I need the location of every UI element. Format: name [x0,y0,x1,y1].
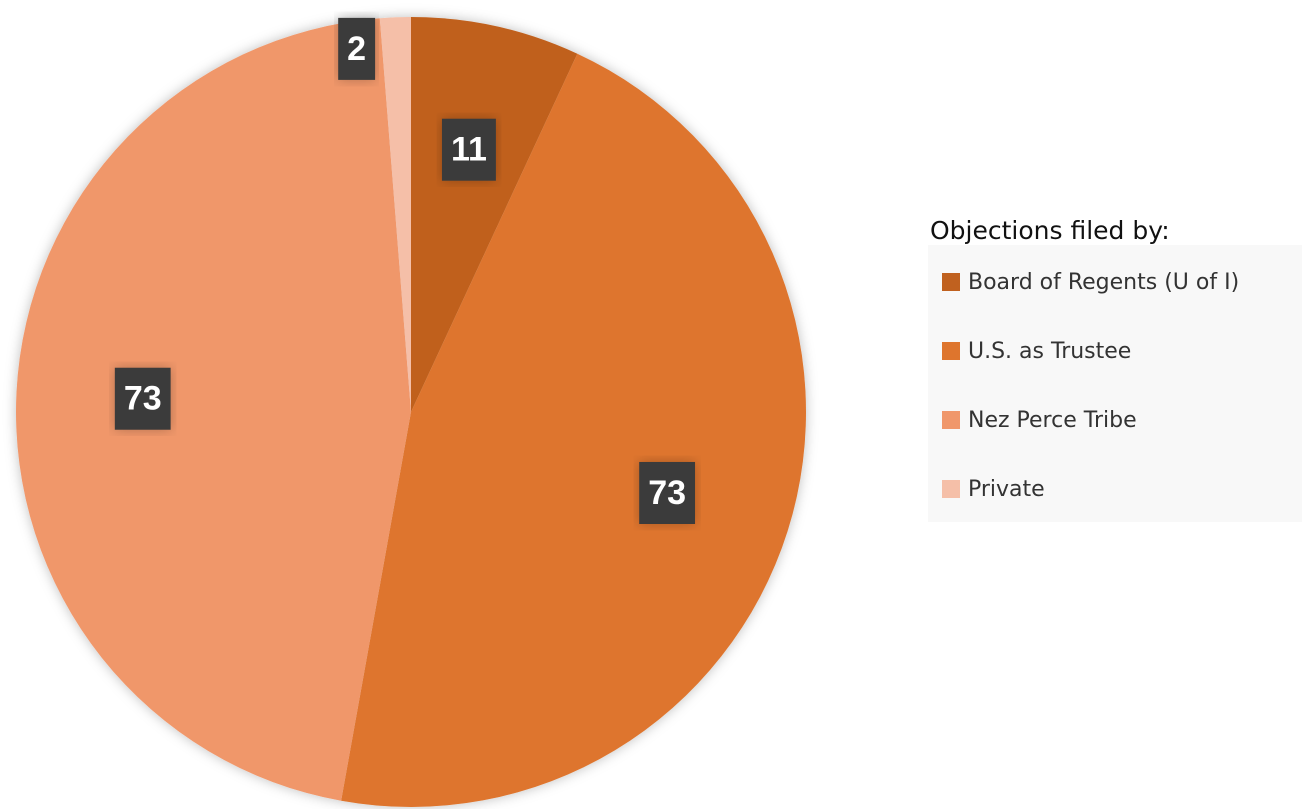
data-label-box [441,118,496,181]
data-label: 11 [451,131,487,169]
legend-label: Board of Regents (U of I) [968,270,1239,295]
pie-slice [411,17,578,412]
legend-swatch [942,480,960,498]
pie-slice [379,17,411,412]
legend-swatch [942,273,960,291]
data-label: 73 [648,474,686,512]
data-label-box [338,17,376,80]
legend-label: Nez Perce Tribe [968,408,1137,433]
legend-label: Private [968,477,1045,502]
legend-swatch [942,342,960,360]
legend-swatch [942,411,960,429]
data-label-box [639,461,696,524]
data-label: 2 [347,30,366,68]
legend-box [928,245,1302,522]
legend-title: Objections filed by: [930,216,1170,245]
pie-slice [16,18,411,801]
labels: 11 73 73 2 [114,17,696,524]
pie [16,17,806,807]
legend-label: U.S. as Trustee [968,339,1131,364]
data-label-box [114,367,171,430]
pie-slice [341,53,806,807]
data-label: 73 [124,380,162,418]
